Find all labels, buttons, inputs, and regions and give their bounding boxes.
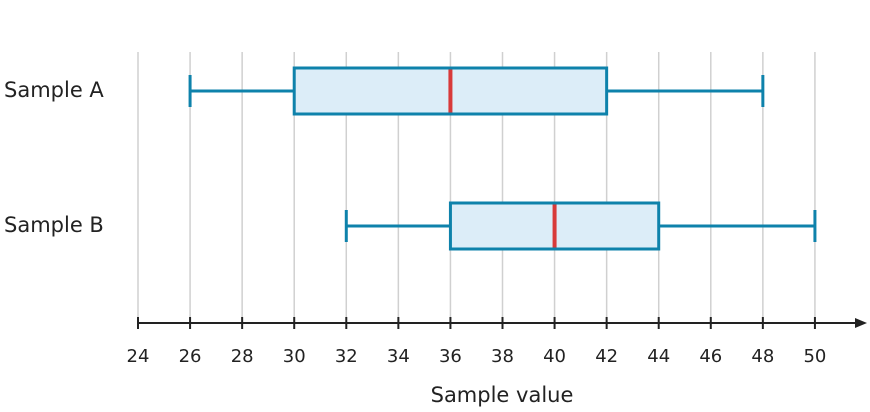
axis-arrow	[855, 318, 867, 328]
x-tick-label: 36	[439, 346, 462, 367]
x-tick-label: 42	[595, 346, 618, 367]
x-tick-label: 50	[803, 346, 826, 367]
x-tick-label: 32	[335, 346, 358, 367]
x-tick-label: 38	[491, 346, 514, 367]
x-tick-label: 44	[647, 346, 670, 367]
x-tick-label: 40	[543, 346, 566, 367]
x-tick-label: 30	[283, 346, 306, 367]
x-tick-label: 34	[387, 346, 410, 367]
category-label: Sample B	[4, 213, 104, 237]
x-tick-label: 26	[179, 346, 202, 367]
category-label: Sample A	[4, 78, 104, 102]
x-axis-title: Sample value	[431, 383, 574, 407]
x-tick-label: 24	[127, 346, 150, 367]
x-tick-label: 48	[751, 346, 774, 367]
x-tick-label: 46	[699, 346, 722, 367]
x-tick-label: 28	[231, 346, 254, 367]
